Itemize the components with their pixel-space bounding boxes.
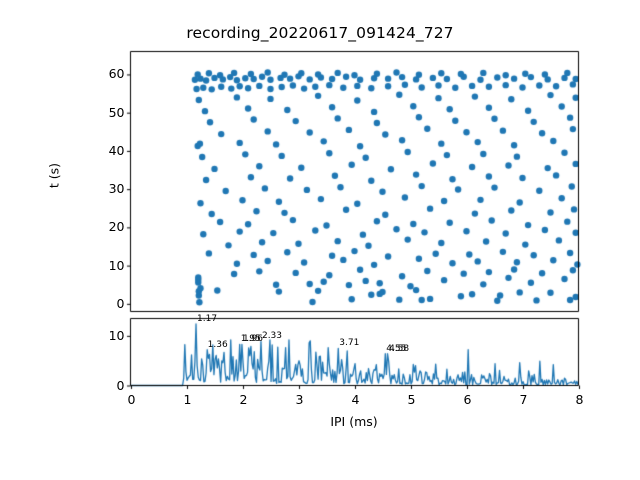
peak-annotation-7: 4.58 — [389, 343, 410, 354]
hist-y-tick-10: 10 — [108, 327, 125, 343]
peak-annotation-4: 2.33 — [261, 331, 283, 342]
hist-x-tick-6: 6 — [463, 391, 472, 407]
hist-y-tick-0: 0 — [116, 377, 125, 393]
raster-y-tick-40: 40 — [108, 142, 125, 158]
peak-annotation-2: 1.95 — [240, 334, 261, 345]
figure-title: recording_20220617_091424_727 — [186, 24, 454, 42]
raster-y-tick-50: 50 — [108, 104, 125, 120]
raster-y-tick-60: 60 — [108, 66, 125, 82]
raster-y-tick-0: 0 — [116, 295, 125, 311]
peak-annotation-5: 3.71 — [339, 338, 360, 349]
hist-x-tick-7: 7 — [519, 391, 528, 407]
raster-y-axis-label: t (s) — [46, 162, 62, 189]
raster-y-tick-20: 20 — [108, 219, 125, 235]
peak-annotation-0: 1.17 — [197, 313, 218, 324]
peak-annotation-1: 1.36 — [207, 339, 228, 350]
hist-x-tick-4: 4 — [351, 391, 360, 407]
peak-annotation-6: 4.55 — [386, 343, 407, 354]
hist-x-tick-8: 8 — [575, 391, 584, 407]
hist-x-tick-1: 1 — [183, 391, 192, 407]
hist-x-tick-2: 2 — [239, 391, 248, 407]
raster-y-tick-10: 10 — [108, 257, 125, 273]
hist-x-tick-3: 3 — [295, 391, 304, 407]
peak-annotation-3: 1.96 — [242, 334, 263, 345]
raster-y-tick-30: 30 — [108, 181, 125, 197]
hist-x-tick-5: 5 — [407, 391, 416, 407]
histogram-x-axis-label: IPI (ms) — [330, 414, 378, 429]
hist-x-tick-0: 0 — [127, 391, 136, 407]
